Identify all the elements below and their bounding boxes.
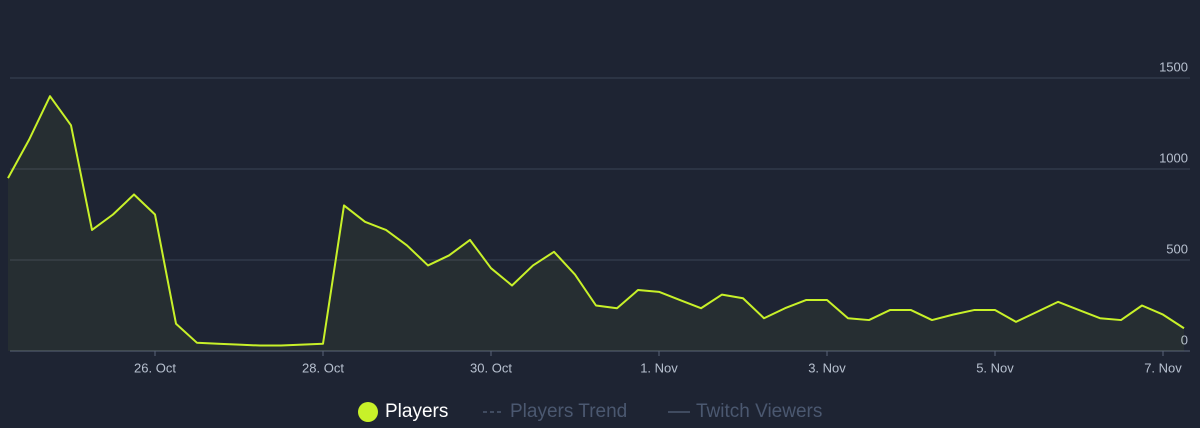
y-tick-label: 1500: [1159, 59, 1188, 74]
x-tick-label: 28. Oct: [302, 360, 344, 375]
legend-label[interactable]: Players: [385, 401, 448, 422]
y-tick-label: 1000: [1159, 150, 1188, 165]
x-tick-label: 26. Oct: [134, 360, 176, 375]
x-tick-label: 7. Nov: [1144, 360, 1182, 375]
legend-label[interactable]: Twitch Viewers: [696, 401, 822, 422]
line: [7, 95, 1185, 347]
x-tick-label: 30. Oct: [470, 360, 512, 375]
area: [8, 96, 1184, 351]
legend-marker: [358, 402, 378, 422]
legend-label[interactable]: Players Trend: [510, 401, 627, 422]
x-tick-label: 5. Nov: [976, 360, 1014, 375]
x-tick-label: 1. Nov: [640, 360, 678, 375]
y-tick-label: 0: [1181, 332, 1188, 347]
y-tick-label: 500: [1166, 241, 1188, 256]
x-tick-label: 3. Nov: [808, 360, 846, 375]
